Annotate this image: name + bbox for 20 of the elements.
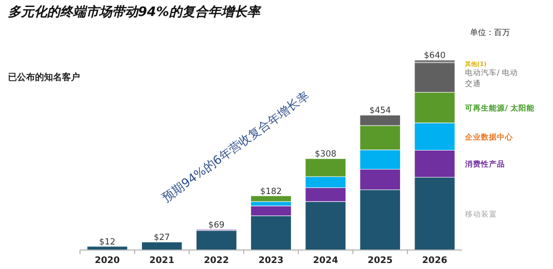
x-tick-label: 2021 xyxy=(149,256,174,266)
x-tick-label: 2022 xyxy=(204,256,229,266)
text: 单位：百万 xyxy=(470,28,510,37)
x-tick-label: 2025 xyxy=(368,256,393,266)
x-tick-label: 2024 xyxy=(313,256,338,266)
annotation: 已公布的知名客户 xyxy=(8,72,80,83)
x-tick-label: 2020 xyxy=(94,256,120,266)
annotation: $12 xyxy=(99,237,116,248)
annotation: $640 xyxy=(424,51,446,61)
annotation: $182 xyxy=(260,186,282,197)
x-tick-label: 2026 xyxy=(422,256,448,266)
chart-title: 多元化的终端市场带动94%的复合年增长率 xyxy=(8,4,262,20)
x-tick-label: 2023 xyxy=(258,256,284,266)
annotation: $69 xyxy=(208,220,225,230)
annotation: $308 xyxy=(314,150,336,160)
bar xyxy=(196,230,237,250)
annotation: $27 xyxy=(154,233,170,244)
bar xyxy=(141,242,182,250)
bar xyxy=(250,196,292,202)
annotation: $454 xyxy=(369,106,391,116)
